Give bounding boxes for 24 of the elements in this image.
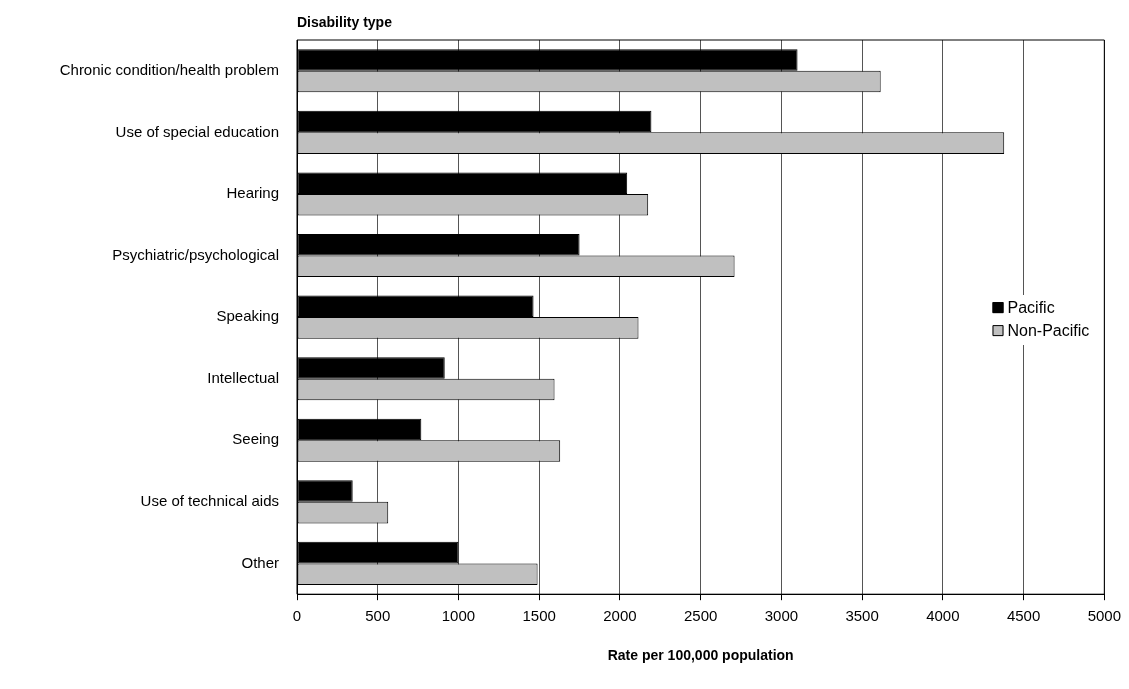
y-tick-label: Hearing — [226, 184, 279, 202]
y-tick-label: Use of special education — [115, 122, 279, 140]
legend-label: Non-Pacific — [1007, 321, 1090, 339]
y-tick-label: Use of technical aids — [140, 491, 279, 509]
y-tick-label: Chronic condition/health problem — [59, 60, 279, 78]
x-tick-label: 2500 — [683, 607, 718, 625]
x-tick-label: 0 — [292, 607, 302, 625]
y-tick-label: Seeing — [232, 430, 279, 448]
x-tick-label: 500 — [365, 607, 391, 625]
x-tick-label: 5000 — [1087, 607, 1121, 625]
x-tick-label: 4500 — [1006, 607, 1041, 625]
y-tick-label: Other — [241, 553, 279, 571]
y-axis-title: Disability type — [297, 13, 393, 30]
y-tick-label: Speaking — [216, 307, 279, 325]
y-tick-label: Psychiatric/psychological — [112, 245, 279, 263]
x-tick-label: 1000 — [441, 607, 476, 625]
x-tick-label: 3000 — [764, 607, 799, 625]
x-tick-label: 2000 — [603, 607, 637, 625]
x-tick-label: 4000 — [926, 607, 960, 625]
x-tick-label: 1500 — [522, 607, 556, 625]
legend-label: Pacific — [1007, 298, 1055, 316]
y-tick-label: Intellectual — [207, 368, 279, 386]
x-tick-label: 3500 — [845, 607, 879, 625]
x-axis-title: Rate per 100,000 population — [607, 647, 794, 664]
